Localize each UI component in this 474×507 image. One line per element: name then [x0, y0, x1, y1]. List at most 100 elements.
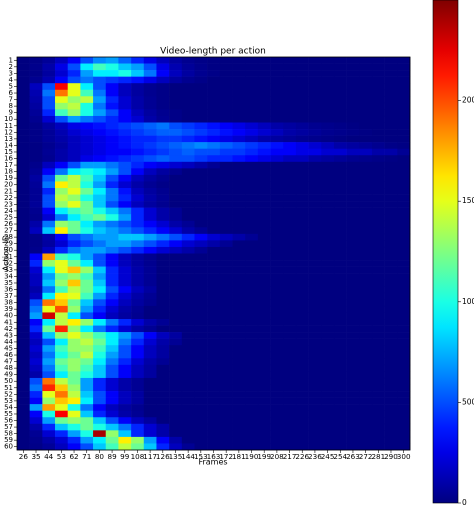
heatmap-cell [384, 443, 398, 451]
heatmap-cell [169, 305, 183, 313]
heatmap-cell [93, 279, 107, 287]
heatmap-cell [384, 351, 398, 359]
heatmap-cell [384, 168, 398, 176]
heatmap-cell [295, 338, 309, 346]
heatmap-cell [42, 338, 56, 346]
heatmap-cell [156, 214, 170, 222]
heatmap-cell [29, 240, 43, 248]
heatmap-cell [308, 423, 322, 431]
heatmap-cell [232, 122, 246, 130]
heatmap-cell [105, 397, 119, 405]
heatmap-cell [270, 384, 284, 392]
heatmap-cell [181, 89, 195, 97]
heatmap-cell [156, 109, 170, 117]
heatmap-cell [308, 305, 322, 313]
heatmap-cell [359, 312, 373, 320]
heatmap-cell [270, 286, 284, 294]
heatmap-cell [283, 168, 297, 176]
heatmap-cell [283, 260, 297, 267]
heatmap-cell [80, 194, 94, 202]
heatmap-cell [295, 233, 309, 241]
heatmap-cell [232, 273, 246, 280]
heatmap-cell [232, 286, 246, 294]
heatmap-cell [397, 70, 411, 77]
heatmap-cell [219, 89, 233, 97]
heatmap-cell [80, 70, 94, 77]
heatmap-cell [219, 246, 233, 254]
heatmap-cell [80, 364, 94, 372]
heatmap-cell [55, 292, 69, 300]
heatmap-cell [80, 253, 94, 261]
heatmap-cell [118, 102, 132, 110]
heatmap-cell [93, 436, 107, 444]
heatmap-cell [232, 240, 246, 248]
heatmap-cell [29, 155, 43, 163]
heatmap-cell [270, 83, 284, 91]
heatmap-cell [245, 305, 259, 313]
heatmap-cell [181, 194, 195, 202]
heatmap-cell [156, 358, 170, 366]
heatmap-cell [105, 63, 119, 71]
heatmap-cell [169, 266, 183, 274]
heatmap-cell [118, 266, 132, 274]
heatmap-cell [295, 96, 309, 104]
heatmap-cell [219, 253, 233, 261]
heatmap-cell [80, 168, 94, 176]
heatmap-cell [232, 194, 246, 202]
heatmap-cell [143, 417, 157, 425]
heatmap-cell [308, 70, 322, 77]
heatmap-cell [67, 345, 81, 353]
heatmap-cell [143, 358, 157, 366]
heatmap-cell [359, 161, 373, 169]
heatmap-cell [371, 89, 385, 97]
heatmap-cell [80, 246, 94, 254]
heatmap-cell [270, 96, 284, 104]
heatmap-cell [359, 89, 373, 97]
heatmap-cell [295, 319, 309, 326]
heatmap-cell [42, 148, 56, 156]
heatmap-cell [333, 384, 347, 392]
heatmap-cell [42, 129, 56, 136]
heatmap-cell [308, 312, 322, 320]
heatmap-cell [219, 319, 233, 326]
heatmap-cell [232, 417, 246, 425]
heatmap-cell [29, 201, 43, 208]
heatmap-cell [105, 443, 119, 451]
heatmap-cell [245, 417, 259, 425]
heatmap-cell [371, 194, 385, 202]
heatmap-cell [143, 148, 157, 156]
heatmap-cell [67, 430, 81, 438]
heatmap-cell [207, 371, 221, 379]
heatmap-cell [194, 174, 208, 182]
heatmap-cell [105, 181, 119, 189]
heatmap-cell [17, 397, 30, 405]
heatmap-cell [384, 214, 398, 222]
heatmap-cell [232, 377, 246, 385]
heatmap-cell [181, 358, 195, 366]
heatmap-cell [93, 377, 107, 385]
heatmap-cell [333, 102, 347, 110]
y-tick-label: 40 [4, 312, 13, 320]
heatmap-cell [283, 246, 297, 254]
heatmap-cell [169, 430, 183, 438]
heatmap-cell [42, 142, 56, 149]
heatmap-cell [207, 63, 221, 71]
heatmap-cell [131, 174, 145, 182]
heatmap-cell [80, 174, 94, 182]
heatmap-cell [169, 377, 183, 385]
heatmap-cell [333, 142, 347, 149]
heatmap-cell [270, 345, 284, 353]
heatmap-cell [359, 155, 373, 163]
heatmap-cell [93, 168, 107, 176]
heatmap-cell [29, 273, 43, 280]
heatmap-cell [321, 129, 335, 136]
heatmap-cell [232, 181, 246, 189]
heatmap-cell [346, 391, 360, 398]
x-axis-label: Frames [198, 458, 227, 467]
heatmap-cell [42, 266, 56, 274]
colorbar-tick-label: 1000 [462, 297, 474, 306]
heatmap-cell [80, 76, 94, 84]
heatmap-cell [80, 351, 94, 359]
heatmap-cell [295, 63, 309, 71]
